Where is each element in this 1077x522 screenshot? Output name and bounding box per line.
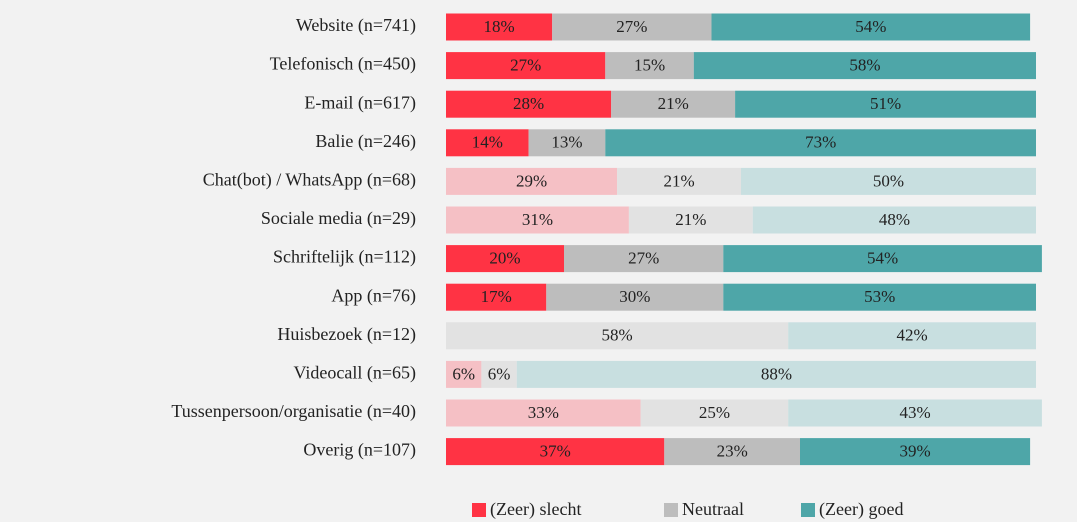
category-label: Sociale media (n=29) [261, 208, 416, 229]
category-label: Huisbezoek (n=12) [277, 324, 416, 345]
bar-segment [800, 438, 1031, 466]
bar-segment [741, 167, 1036, 195]
value-label: 50% [873, 171, 904, 190]
bar-segment [528, 129, 606, 157]
value-label: 21% [658, 94, 689, 113]
value-label: 51% [870, 94, 901, 113]
bar-segment [446, 129, 529, 157]
bar-segment [611, 90, 736, 118]
bar-segment [446, 52, 606, 80]
bar-segment [711, 13, 1031, 41]
bar-segment [735, 90, 1036, 118]
bar-segment [605, 52, 694, 80]
value-label: 88% [761, 364, 792, 383]
legend-label: Neutraal [682, 499, 744, 519]
value-label: 14% [472, 133, 503, 152]
legend-swatch [801, 503, 815, 517]
bar-segment [446, 360, 482, 388]
category-label: Tussenpersoon/organisatie (n=40) [171, 401, 416, 422]
value-label: 13% [551, 133, 582, 152]
value-label: 39% [899, 442, 930, 461]
category-label: E-mail (n=617) [304, 92, 416, 113]
value-label: 43% [899, 403, 930, 422]
value-label: 27% [616, 17, 647, 36]
bar-segment [446, 438, 665, 466]
bar-segment [664, 438, 800, 466]
bar-segment [752, 206, 1036, 234]
bar-segment [446, 167, 618, 195]
category-label: Balie (n=246) [315, 131, 416, 152]
bar-segment [723, 245, 1042, 273]
legend-swatch [664, 503, 678, 517]
value-label: 73% [805, 133, 836, 152]
value-label: 25% [699, 403, 730, 422]
value-label: 58% [602, 326, 633, 345]
bar-segment [617, 167, 741, 195]
legend-swatch [472, 503, 486, 517]
bar-segment [693, 52, 1036, 80]
value-label: 28% [513, 94, 544, 113]
bar-segment [788, 399, 1042, 427]
bar-segment [446, 13, 553, 41]
value-label: 6% [488, 364, 511, 383]
value-label: 54% [867, 249, 898, 268]
value-label: 58% [849, 56, 880, 75]
bar-segment [552, 13, 712, 41]
category-label: Telefonisch (n=450) [270, 54, 416, 75]
bar-segment [788, 322, 1036, 350]
bar-segment [628, 206, 753, 234]
bar-segment [446, 399, 641, 427]
value-label: 29% [516, 171, 547, 190]
category-label: Chat(bot) / WhatsApp (n=68) [203, 170, 416, 191]
bar-segment [446, 322, 789, 350]
bar-segment [446, 245, 564, 273]
legend-label: (Zeer) slecht [490, 499, 581, 520]
bar-segment [446, 90, 612, 118]
value-label: 27% [628, 249, 659, 268]
bar-segment [564, 245, 724, 273]
value-label: 18% [484, 17, 515, 36]
bar-segment [481, 360, 517, 388]
value-label: 23% [717, 442, 748, 461]
category-label: Overig (n=107) [303, 440, 416, 461]
value-label: 48% [879, 210, 910, 229]
value-label: 21% [663, 171, 694, 190]
category-label: Videocall (n=65) [293, 363, 416, 384]
value-label: 15% [634, 56, 665, 75]
category-label: Website (n=741) [296, 15, 416, 36]
bar-segment [640, 399, 789, 427]
value-label: 53% [864, 287, 895, 306]
value-label: 37% [540, 442, 571, 461]
value-label: 6% [452, 364, 475, 383]
value-label: 42% [897, 326, 928, 345]
bar-segment [546, 283, 724, 311]
legend-label: (Zeer) goed [819, 499, 903, 520]
value-label: 30% [619, 287, 650, 306]
bar-segment [446, 206, 629, 234]
bar-segment [516, 360, 1036, 388]
value-label: 33% [528, 403, 559, 422]
value-label: 17% [481, 287, 512, 306]
value-label: 21% [675, 210, 706, 229]
bar-segment [446, 283, 547, 311]
bar-segment [605, 129, 1036, 157]
value-label: 27% [510, 56, 541, 75]
value-label: 31% [522, 210, 553, 229]
value-label: 20% [489, 249, 520, 268]
bar-segment [723, 283, 1036, 311]
category-label: App (n=76) [331, 285, 416, 306]
value-label: 54% [855, 17, 886, 36]
category-label: Schriftelijk (n=112) [273, 247, 416, 268]
